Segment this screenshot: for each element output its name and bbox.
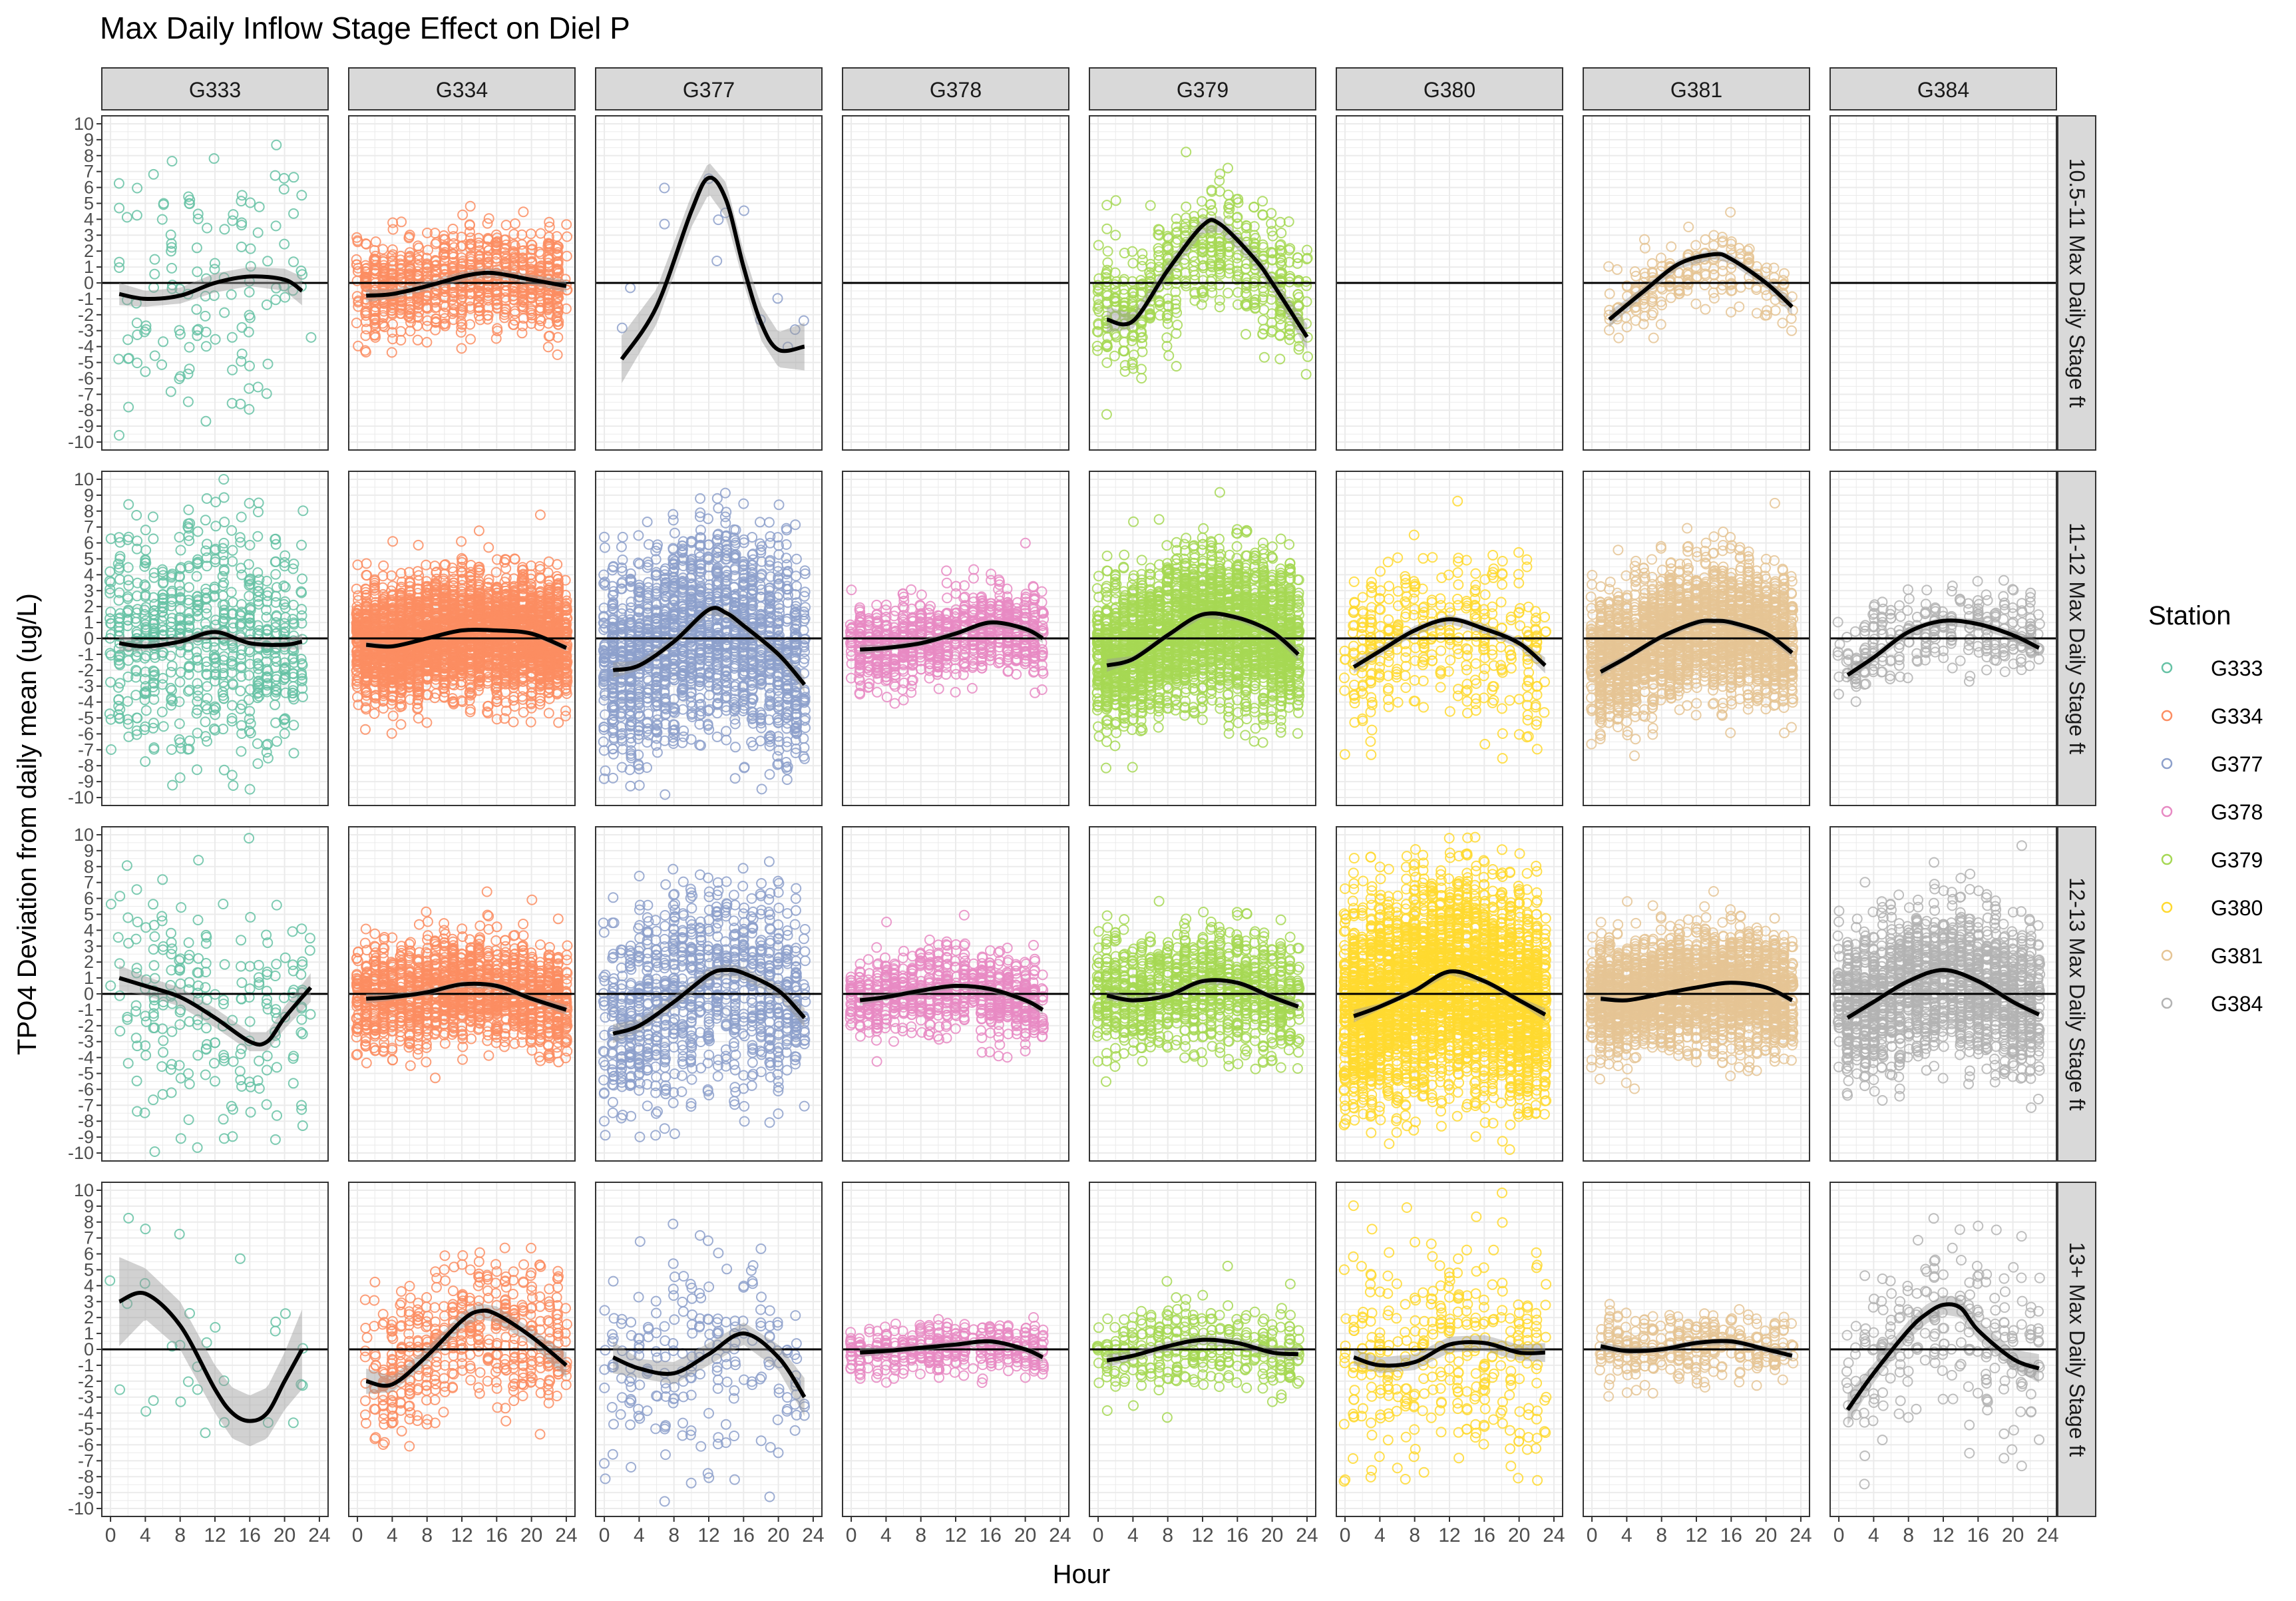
facet-strip-label: G377: [683, 78, 735, 102]
facet-strip-label: G384: [1917, 78, 1969, 102]
y-tick-label: 10: [74, 114, 94, 134]
facet-strip-label: G333: [189, 78, 241, 102]
x-axis-label: Hour: [1053, 1560, 1111, 1589]
facet-panel-g379-row1: [1089, 116, 1316, 450]
facet-strip-label: G379: [1177, 78, 1229, 102]
row-strip-label: 11-12 Max Daily Stage ft: [2065, 523, 2089, 754]
facet-strip-label: G380: [1424, 78, 1475, 102]
facet-panel-g333-row1: [102, 116, 328, 450]
facet-panel-g333-row2: [102, 471, 328, 805]
y-axis-label: TPO4 Deviation from daily mean (ug/L): [13, 593, 42, 1055]
facet-panel-g380-row1: [1336, 116, 1563, 450]
y-tick-label: 10: [74, 469, 94, 489]
facet-panel-g384-row1: [1830, 116, 2056, 450]
row-strip-label: 10.5-11 Max Daily Stage ft: [2065, 158, 2089, 408]
facet-panel-g334-row1: [349, 116, 575, 450]
facet-panel-g378-row1: [843, 116, 1069, 450]
facet-panel-g377-row1: [596, 116, 822, 450]
facet-panel-g334-row2: [349, 471, 575, 805]
facet-panel-g381-row1: [1583, 116, 1810, 450]
row-strip-label: 13+ Max Daily Stage ft: [2065, 1242, 2089, 1457]
row-strip-label: 12-13 Max Daily Stage ft: [2065, 877, 2089, 1111]
facet-strip-label: G381: [1670, 78, 1722, 102]
facet-strip-label: G334: [436, 78, 488, 102]
facet-strip-label: G378: [930, 78, 982, 102]
chart-title: Max Daily Inflow Stage Effect on Diel P: [100, 11, 630, 45]
